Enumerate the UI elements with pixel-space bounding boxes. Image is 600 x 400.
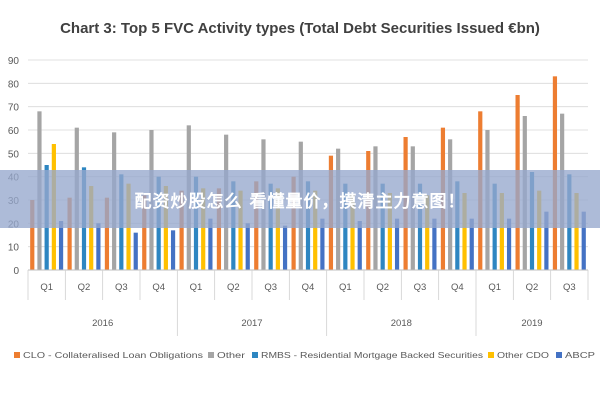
bar xyxy=(163,186,168,270)
bar xyxy=(201,188,206,270)
y-tick-label: 90 xyxy=(8,56,20,67)
bar xyxy=(313,190,318,270)
x-tick-label: Q1 xyxy=(40,282,53,293)
legend-swatch xyxy=(14,352,20,358)
bar xyxy=(282,225,288,270)
bar xyxy=(357,221,362,270)
x-tick-label: Q3 xyxy=(563,282,576,293)
y-tick-label: 0 xyxy=(13,266,19,277)
x-tick-label: Q2 xyxy=(376,282,389,293)
bar xyxy=(574,193,579,270)
bar xyxy=(96,223,101,270)
x-tick-label: Q1 xyxy=(488,282,501,293)
y-tick-label: 10 xyxy=(8,243,20,254)
y-tick-label: 80 xyxy=(8,79,20,90)
bar xyxy=(544,211,549,270)
legend-swatch xyxy=(488,352,494,358)
x-tick-label: Q4 xyxy=(152,282,165,293)
bar xyxy=(58,221,64,270)
x-tick-label: Q2 xyxy=(227,282,240,293)
legend-label: ABCP xyxy=(565,350,595,360)
x-group-label: 2016 xyxy=(92,318,113,329)
x-group-label: 2019 xyxy=(521,318,542,329)
bar xyxy=(142,195,147,270)
legend-swatch xyxy=(556,352,562,358)
x-tick-label: Q2 xyxy=(526,282,539,293)
bar xyxy=(89,186,94,270)
x-tick-label: Q1 xyxy=(339,282,352,293)
overlay-banner: 配资炒股怎么 看懂量价，摸清主力意图！ xyxy=(0,170,600,228)
bar xyxy=(537,190,542,270)
x-tick-label: Q3 xyxy=(264,282,277,293)
x-group-label: 2017 xyxy=(241,318,262,329)
bar xyxy=(133,232,138,270)
bar xyxy=(425,195,430,270)
chart-title: Chart 3: Top 5 FVC Activity types (Total… xyxy=(60,20,540,37)
x-tick-label: Q4 xyxy=(302,282,315,293)
bar xyxy=(67,197,72,270)
bar xyxy=(499,193,504,270)
bar xyxy=(432,218,437,270)
y-tick-label: 60 xyxy=(8,126,20,137)
bar xyxy=(30,200,35,270)
y-axis: 0102030405060708090 xyxy=(8,56,20,277)
bar xyxy=(238,190,243,270)
bar xyxy=(469,218,474,270)
bar xyxy=(350,195,355,270)
x-tick-label: Q4 xyxy=(451,282,464,293)
legend-label: Other xyxy=(217,350,245,360)
bar xyxy=(275,188,280,270)
x-tick-label: Q3 xyxy=(414,282,427,293)
x-tick-label: Q1 xyxy=(190,282,203,293)
overlay-banner-text: 配资炒股怎么 看懂量价，摸清主力意图！ xyxy=(134,191,466,212)
bar xyxy=(320,218,325,270)
y-tick-label: 70 xyxy=(8,103,20,114)
bar xyxy=(387,193,392,270)
y-tick-label: 50 xyxy=(8,149,20,160)
x-tick-label: Q2 xyxy=(78,282,91,293)
bar xyxy=(245,223,250,270)
bar xyxy=(506,218,512,270)
x-group-label: 2018 xyxy=(391,318,412,329)
legend-swatch xyxy=(252,352,258,358)
bar xyxy=(462,193,467,270)
bar xyxy=(179,190,184,270)
bar xyxy=(394,218,400,270)
legend-swatch xyxy=(208,352,214,358)
legend-label: Other CDO xyxy=(497,350,549,360)
legend-label: RMBS - Residential Mortgage Backed Secur… xyxy=(261,350,483,360)
x-tick-label: Q3 xyxy=(115,282,128,293)
bar xyxy=(104,197,110,270)
bar xyxy=(170,230,176,270)
bar xyxy=(208,218,213,270)
bar xyxy=(581,211,586,270)
bar xyxy=(216,188,222,270)
x-axis: Q1 Q2 Q3 Q4 Q1 Q2 Q3 Q4 Q1 Q2 Q3 Q4 Q1 Q2 Q3 2016 2017 20… xyxy=(27,269,589,336)
legend: CLO - Collateralised Loan Obligations Oth… xyxy=(14,350,595,360)
legend-label: CLO - Collateralised Loan Obligations xyxy=(23,350,203,360)
